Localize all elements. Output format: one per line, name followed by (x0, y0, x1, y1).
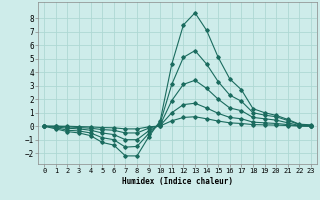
X-axis label: Humidex (Indice chaleur): Humidex (Indice chaleur) (122, 177, 233, 186)
